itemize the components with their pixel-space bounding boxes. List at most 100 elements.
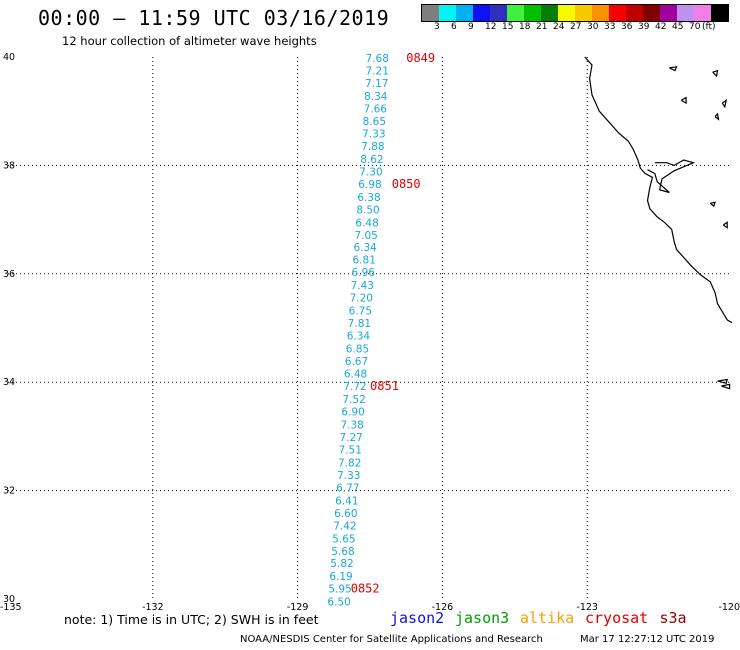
wave-height-value: 7.42 [333,520,356,532]
wave-height-value: 5.65 [332,533,355,545]
color-scale-label: 70 [689,22,701,32]
island-outline [709,201,717,208]
wave-height-value: 7.82 [338,457,361,469]
satellite-legend-item: jason2 [390,609,445,627]
mainland-coastline [584,56,733,324]
wave-height-value: 6.34 [353,242,377,254]
color-swatch [507,5,524,21]
wave-height-value: 5.82 [330,558,353,570]
wave-height-value: 7.05 [354,230,377,242]
color-scale-label: 18 [519,22,531,32]
wave-height-value: 6.81 [353,255,376,267]
color-scale-label: (ft) [702,22,716,32]
x-tick-label: -123 [576,602,598,613]
wave-height-value: 7.30 [359,166,382,178]
color-scale-label: 45 [672,22,684,32]
wave-height-value: 5.95 [328,584,351,596]
color-swatch [660,5,677,21]
color-scale-label: 6 [451,22,457,32]
island-outline [721,383,731,390]
wave-height-value: 6.38 [357,192,380,204]
wave-height-value: 7.27 [339,432,362,444]
color-scale-label: 21 [536,22,548,32]
units-note: note: 1) Time is in UTC; 2) SWH is in fe… [64,612,319,627]
wave-height-value: 7.52 [342,394,365,406]
wave-height-value: 6.98 [358,179,381,191]
y-tick-label: 30 [3,594,15,605]
color-scale-label: 24 [553,22,565,32]
wave-height-value: 7.33 [337,470,360,482]
color-swatch [473,5,490,21]
island-outline [717,378,729,385]
color-scale-label: 27 [570,22,582,32]
y-tick-label: 36 [3,269,15,280]
time-label: 0850 [392,177,421,191]
wave-height-value: 6.41 [335,495,358,507]
wave-height-value: 6.90 [341,406,364,418]
color-swatch [541,5,558,21]
wave-height-value: 6.34 [347,331,371,343]
color-scale-label: 39 [638,22,650,32]
color-scale-label: 36 [621,22,633,32]
x-tick-label: -126 [432,602,454,613]
color-scale-label: 3 [434,22,440,32]
footer-credit: NOAA/NESDIS Center for Satellite Applica… [240,634,543,645]
wave-height-value: 7.17 [365,78,388,90]
bay-coastline [647,159,696,194]
color-swatch [524,5,541,21]
color-swatch [677,5,694,21]
wave-height-value: 6.75 [349,306,372,318]
wave-height-value: 7.20 [350,293,373,305]
time-label: 0851 [370,379,399,393]
wave-height-value: 7.33 [362,128,385,140]
wave-height-value: 6.60 [334,508,357,520]
wave-height-value: 7.51 [339,444,362,456]
y-tick-label: 32 [3,486,15,497]
wave-height-value: 7.43 [351,280,374,292]
color-swatch [490,5,507,21]
wave-height-value: 6.48 [344,369,367,381]
island-outline [721,99,728,109]
map-axes: -135 -132 -129 -126 -123 -120 40 38 36 34 32 30 [0,52,740,613]
color-scale-label: 42 [655,22,667,32]
satellite-legend-item: jason3 [455,609,510,627]
color-swatch [592,5,609,21]
footer-timestamp: Mar 17 12:27:12 UTC 2019 [580,634,715,645]
wave-height-value: 5.68 [331,546,354,558]
color-scale-label: 33 [604,22,616,32]
wave-height-value: 7.72 [343,381,366,393]
y-tick-label: 38 [3,160,15,171]
y-tick-label: 40 [3,52,15,63]
wave-height-value: 7.88 [361,141,384,153]
wave-height-value: 7.81 [348,318,371,330]
x-tick-label: -132 [142,602,164,613]
satellite-legend-item: s3a [659,609,687,627]
wave-height-value: 6.96 [352,267,376,279]
color-swatch [643,5,660,21]
x-tick-label: -129 [287,602,309,613]
color-swatch [558,5,575,21]
color-scale-label: 12 [485,22,497,32]
island-outline [669,66,678,72]
island-outline [714,112,720,121]
satellite-legend-item: cryosat [585,609,649,627]
wave-height-value: 8.34 [364,91,388,103]
satellite-legend-item: altika [520,609,575,627]
color-scale-label: 9 [468,22,474,32]
color-swatch [609,5,626,21]
color-swatch [575,5,592,21]
coastline [584,56,733,390]
wave-height-value: 7.21 [366,66,389,78]
wave-height-value: 7.66 [364,103,388,115]
color-swatch [422,5,439,21]
map-grid [8,57,732,599]
time-label: 0852 [351,582,380,596]
color-scale-label: 15 [502,22,514,32]
y-tick-label: 34 [3,377,15,388]
color-swatch [711,5,728,21]
wave-height-value: 8.50 [356,204,379,216]
wave-height-value: 6.19 [329,571,352,583]
x-tick-label: -135 [0,602,22,613]
